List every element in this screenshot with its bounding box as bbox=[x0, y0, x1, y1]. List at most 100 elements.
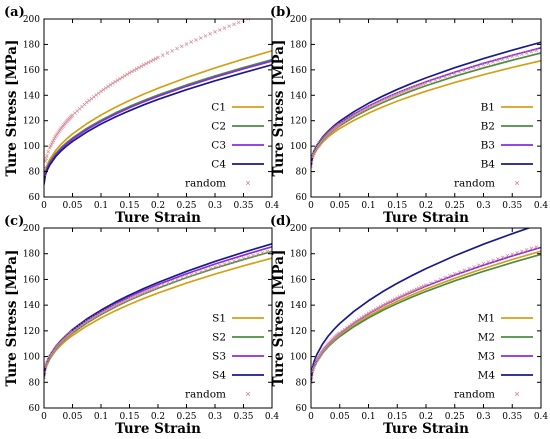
data-point bbox=[373, 102, 378, 106]
legend-label-B3: B3 bbox=[481, 140, 495, 152]
data-point bbox=[472, 65, 476, 70]
data-point bbox=[84, 100, 89, 105]
x-tick-label: 0 bbox=[41, 412, 47, 422]
series-C4-line bbox=[44, 63, 272, 186]
panel-label: (d) bbox=[270, 214, 291, 229]
data-point bbox=[260, 250, 265, 255]
data-point bbox=[106, 84, 110, 89]
data-point bbox=[381, 98, 385, 103]
legend-label-random: random bbox=[185, 389, 226, 401]
data-point bbox=[160, 53, 165, 58]
data-point bbox=[50, 140, 55, 145]
y-tick-label: 160 bbox=[290, 275, 307, 285]
data-point bbox=[130, 295, 134, 300]
series-S3-line bbox=[44, 245, 272, 378]
panel-label: (b) bbox=[270, 5, 291, 20]
data-point bbox=[137, 65, 141, 70]
data-point bbox=[342, 327, 347, 332]
x-tick-label: 0.4 bbox=[534, 412, 549, 422]
data-point bbox=[452, 71, 457, 76]
data-point bbox=[347, 324, 352, 328]
data-point bbox=[198, 269, 203, 274]
data-point bbox=[505, 253, 510, 258]
legend-label-S3: S3 bbox=[212, 351, 226, 363]
data-point bbox=[311, 153, 316, 158]
data-point bbox=[108, 83, 113, 87]
data-point bbox=[106, 307, 110, 312]
data-point bbox=[373, 307, 378, 312]
data-point bbox=[189, 272, 194, 277]
data-point bbox=[519, 249, 524, 254]
legend-label-S4: S4 bbox=[212, 370, 226, 382]
data-point bbox=[424, 283, 428, 287]
data-point bbox=[438, 277, 443, 282]
data-point bbox=[44, 156, 48, 161]
y-axis-label: Ture Stress [MPa] bbox=[4, 250, 20, 387]
x-tick-label: 0.15 bbox=[387, 412, 407, 422]
data-point bbox=[227, 24, 232, 29]
y-tick-label: 200 bbox=[23, 15, 40, 25]
y-tick-label: 180 bbox=[290, 250, 307, 260]
x-tick-label: 0.4 bbox=[534, 201, 549, 211]
legend-swatch-random bbox=[245, 180, 251, 186]
data-point bbox=[428, 281, 433, 286]
data-point bbox=[390, 298, 395, 303]
data-point bbox=[409, 289, 414, 294]
data-point bbox=[48, 144, 53, 148]
data-point bbox=[184, 42, 189, 46]
series-C1-line bbox=[44, 49, 272, 182]
y-tick-label: 200 bbox=[290, 15, 307, 25]
data-point bbox=[92, 315, 96, 320]
data-point bbox=[246, 19, 251, 21]
data-point bbox=[144, 61, 148, 66]
data-point bbox=[393, 93, 397, 98]
data-point bbox=[486, 61, 491, 66]
data-point bbox=[361, 314, 366, 319]
data-point bbox=[407, 290, 412, 295]
data-point bbox=[184, 274, 189, 279]
data-point bbox=[359, 316, 364, 320]
data-point bbox=[448, 73, 452, 77]
data-point bbox=[127, 71, 132, 75]
data-point bbox=[198, 36, 203, 40]
x-tick-label: 0.35 bbox=[502, 201, 522, 211]
chart-panel-2: 0 0.05 0.1 0.15 0.2 0.25 0.3 0.35 0.4 60 80 100 120 1… bbox=[270, 5, 548, 226]
legend-label-S1: S1 bbox=[212, 313, 226, 325]
data-point bbox=[371, 103, 376, 107]
x-tick-label: 0.1 bbox=[94, 412, 108, 422]
data-point bbox=[77, 324, 82, 329]
data-point bbox=[402, 89, 407, 94]
data-point bbox=[122, 73, 127, 78]
data-point bbox=[457, 270, 462, 274]
data-point bbox=[424, 81, 428, 85]
x-axis-label: Ture Strain bbox=[115, 210, 201, 226]
data-point bbox=[156, 55, 160, 60]
y-tick-label: 200 bbox=[290, 224, 307, 234]
data-point bbox=[407, 87, 412, 92]
data-point bbox=[534, 245, 539, 249]
legend-label-random: random bbox=[454, 389, 495, 401]
data-point bbox=[149, 287, 153, 292]
y-tick-label: 100 bbox=[23, 353, 40, 363]
x-tick-label: 0.05 bbox=[330, 412, 350, 422]
legend-label-C4: C4 bbox=[211, 159, 226, 171]
data-point bbox=[457, 70, 462, 74]
x-tick-label: 0.25 bbox=[445, 201, 465, 211]
data-point bbox=[130, 69, 134, 74]
data-point bbox=[534, 48, 539, 53]
x-tick-label: 0.1 bbox=[361, 201, 375, 211]
series-B4-line bbox=[311, 41, 541, 167]
data-point bbox=[208, 266, 213, 271]
x-tick-label: 0.3 bbox=[208, 201, 223, 211]
data-point bbox=[400, 293, 404, 298]
panel-label: (a) bbox=[4, 5, 25, 20]
x-tick-label: 0 bbox=[308, 201, 314, 211]
y-tick-label: 100 bbox=[290, 353, 307, 363]
x-tick-label: 0.25 bbox=[176, 412, 196, 422]
data-point bbox=[462, 68, 467, 73]
y-tick-label: 160 bbox=[23, 66, 40, 76]
data-point bbox=[44, 172, 46, 176]
data-point bbox=[515, 53, 519, 58]
legend-label-M4: M4 bbox=[478, 370, 496, 382]
